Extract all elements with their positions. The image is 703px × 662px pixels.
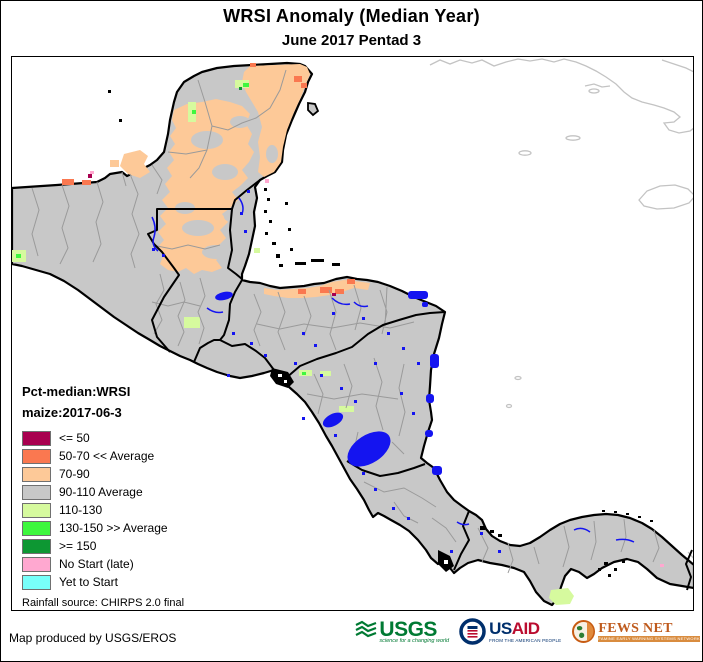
water-bodies: [215, 291, 442, 475]
legend-title-line2: maize:2017-06-3: [22, 405, 122, 420]
legend-item: No Start (late): [22, 555, 222, 573]
wrsi-70-90-patches: [110, 64, 370, 298]
legend-swatch: [22, 574, 51, 590]
legend-item: 90-110 Average: [22, 483, 222, 501]
map-credit: Map produced by USGS/EROS: [9, 631, 177, 645]
lake-nicaragua: [347, 431, 391, 467]
page-subtitle: June 2017 Pentad 3: [281, 32, 422, 49]
usgs-tagline: science for a changing world: [379, 637, 450, 644]
neighbor-coast-outlines: [429, 58, 693, 577]
legend-item: Yet to Start: [22, 573, 222, 591]
usaid-logo: USAID FROM THE AMERICAN PEOPLE: [459, 618, 561, 645]
fewsnet-globe-icon: [572, 620, 596, 643]
legend-swatch: [22, 502, 51, 518]
rivers: [151, 197, 635, 543]
lake-izabal: [215, 291, 233, 301]
fewsnet-logo: FEWS NET FAMINE EARLY WARNING SYSTEMS NE…: [571, 619, 700, 644]
bay-holes: [278, 374, 448, 564]
usgs-logo: USGS science for a changing world: [355, 617, 450, 644]
wrsi-le50-specks: [88, 174, 336, 296]
logo-strip: USGS science for a changing world USAID …: [355, 618, 700, 645]
fewsnet-tagline: FAMINE EARLY WARNING SYSTEMS NETWORK: [598, 635, 700, 642]
legend-swatch: [22, 466, 51, 482]
usgs-wave-icon: [355, 620, 377, 637]
legend-item: 130-150 >> Average: [22, 519, 222, 537]
legend-swatch: [22, 448, 51, 464]
lake-managua: [322, 412, 344, 428]
no-start-specks: [90, 171, 664, 567]
legend-item: <= 50: [22, 429, 222, 447]
legend-title-line1: Pct-median:WRSI: [22, 384, 131, 399]
legend-swatch: [22, 430, 51, 446]
legend-item: 110-130: [22, 501, 222, 519]
gulf-of-fonseca: [270, 368, 294, 388]
cozumel-island: [307, 101, 320, 117]
usaid-wordmark: USAID: [489, 618, 540, 638]
legend-item: 50-70 << Average: [22, 447, 222, 465]
wrsi-50-70-patches: [62, 63, 355, 294]
legend-item: 70-90: [22, 465, 222, 483]
usaid-tagline: FROM THE AMERICAN PEOPLE: [489, 637, 562, 643]
land-mottle: [175, 116, 278, 259]
admin-boundaries: [31, 69, 660, 574]
legend-swatch: [22, 556, 51, 572]
wrsi-130-150-specks: [16, 83, 306, 375]
legend-swatch: [22, 538, 51, 554]
usgs-wordmark: USGS: [379, 617, 437, 641]
legend-item: >= 150: [22, 537, 222, 555]
map-legend: Pct-median:WRSI maize:2017-06-3 <= 50 50…: [22, 381, 222, 591]
usaid-seal-icon: [459, 618, 486, 645]
map-frame: Pct-median:WRSI maize:2017-06-3 <= 50 50…: [11, 56, 694, 611]
legend-swatch: [22, 484, 51, 500]
river-dots: [152, 190, 501, 553]
footer: Map produced by USGS/EROS USGS science f…: [1, 611, 702, 661]
rainfall-source-note: Rainfall source: CHIRPS 2.0 final: [22, 597, 185, 609]
legend-swatch: [22, 520, 51, 536]
legend-items: <= 50 50-70 << Average 70-90 90-110 Aver…: [22, 429, 222, 591]
wrsi-ge150-specks: [239, 87, 242, 90]
fewsnet-wordmark: FEWS NET: [598, 620, 673, 636]
map-svg: [12, 58, 693, 607]
page-title: WRSI Anomaly (Median Year): [223, 6, 480, 26]
